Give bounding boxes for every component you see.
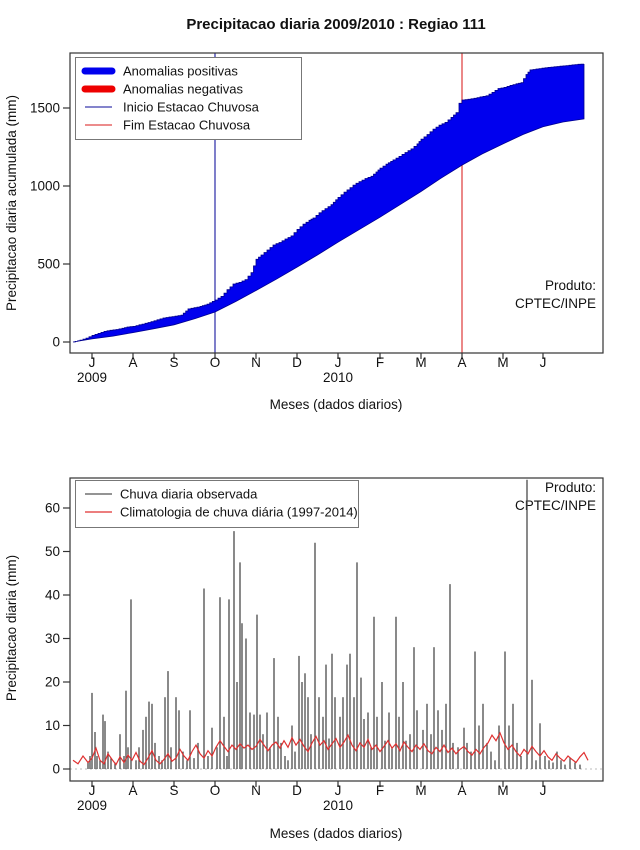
y-tick-label: 0 xyxy=(52,762,60,777)
produto-label: Produto: xyxy=(545,480,596,495)
legend-label-inicio: Inicio Estacao Chuvosa xyxy=(123,100,260,115)
page-title: Precipitacao diaria 2009/2010 : Regiao 1… xyxy=(186,16,485,33)
y-tick-label: 10 xyxy=(45,718,60,733)
month-tick-label: O xyxy=(210,355,221,370)
bottom-legend-box xyxy=(75,480,359,528)
legend-label-positivas: Anomalias positivas xyxy=(123,64,238,79)
y-tick-label: 500 xyxy=(37,257,60,272)
month-tick-label: D xyxy=(292,783,302,798)
legend-label-negativas: Anomalias negativas xyxy=(123,82,243,97)
y-tick-label: 40 xyxy=(45,588,60,603)
positive-anomaly-area xyxy=(72,63,585,343)
month-tick-label: F xyxy=(376,783,384,798)
year-label: 2010 xyxy=(323,798,353,813)
y-tick-label: 30 xyxy=(45,631,60,646)
month-tick-label: M xyxy=(497,783,508,798)
bottom-chart: Produto: CPTEC/INPE 0 10 20 30 40 50 60 J A S O N D J… xyxy=(4,477,604,841)
legend-label-fim: Fim Estacao Chuvosa xyxy=(123,118,251,133)
bottom-plot-frame xyxy=(69,477,604,782)
legend-label-climatologia: Climatologia de chuva diária (1997-2014) xyxy=(120,505,358,520)
y-tick-label: 1500 xyxy=(30,101,60,116)
top-y-axis-title: Precipitacao diaria acumulada (mm) xyxy=(4,95,19,311)
y-tick-label: 20 xyxy=(45,675,60,690)
month-tick-label: A xyxy=(457,355,466,370)
y-tick-label: 0 xyxy=(52,335,60,350)
y-tick-label: 60 xyxy=(45,501,60,516)
month-tick-label: M xyxy=(497,355,508,370)
y-tick-label: 1000 xyxy=(30,179,60,194)
month-tick-label: M xyxy=(415,783,426,798)
bottom-x-axis-title: Meses (dados diarios) xyxy=(270,826,403,841)
month-tick-label: F xyxy=(376,355,384,370)
month-tick-label: J xyxy=(89,783,96,798)
month-tick-label: N xyxy=(251,355,261,370)
month-tick-label: A xyxy=(457,783,466,798)
month-tick-label: J xyxy=(89,355,96,370)
top-plot-frame xyxy=(69,52,604,354)
month-tick-label: O xyxy=(210,783,221,798)
month-tick-label: J xyxy=(335,355,342,370)
year-label: 2009 xyxy=(77,798,107,813)
month-tick-label: A xyxy=(128,355,137,370)
month-tick-label: M xyxy=(415,355,426,370)
month-tick-label: A xyxy=(128,783,137,798)
top-legend: Anomalias positivas Anomalias negativas … xyxy=(75,57,302,140)
month-tick-label: S xyxy=(169,355,178,370)
climatology-line xyxy=(72,731,589,766)
legend-label-observada: Chuva diaria observada xyxy=(120,487,258,502)
month-tick-label: N xyxy=(251,783,261,798)
bottom-y-axis-title: Precipitacao diaria (mm) xyxy=(4,555,19,701)
produto-label: Produto: xyxy=(545,278,596,293)
month-tick-label: J xyxy=(540,355,547,370)
daily-rain-bars xyxy=(87,479,581,769)
y-tick-label: 50 xyxy=(45,544,60,559)
month-tick-label: J xyxy=(335,783,342,798)
year-label: 2009 xyxy=(77,370,107,385)
month-tick-label: D xyxy=(292,355,302,370)
top-x-axis-title: Meses (dados diarios) xyxy=(270,397,403,412)
month-tick-label: S xyxy=(169,783,178,798)
produto-source: CPTEC/INPE xyxy=(515,498,596,513)
year-label: 2010 xyxy=(323,370,353,385)
month-tick-label: J xyxy=(540,783,547,798)
bottom-legend: Chuva diaria observada Climatologia de c… xyxy=(75,480,359,528)
produto-source: CPTEC/INPE xyxy=(515,296,596,311)
